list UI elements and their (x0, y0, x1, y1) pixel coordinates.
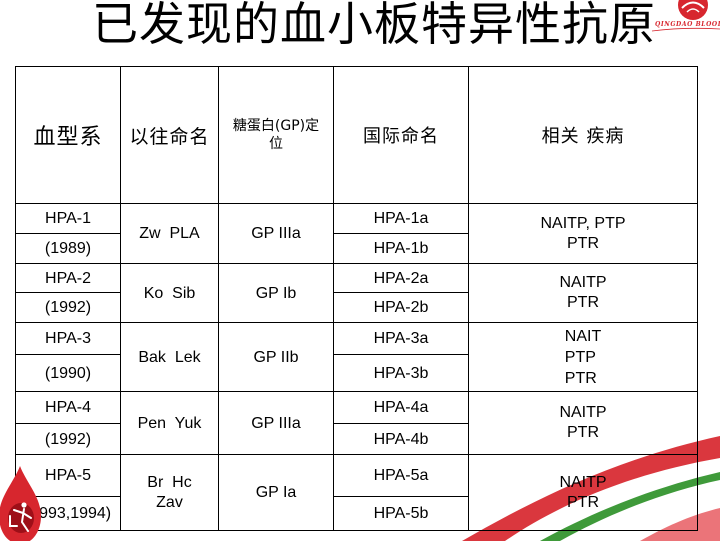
international-name-cell: HPA-1b (333, 233, 469, 264)
disease-line: PTR (567, 294, 599, 311)
disease-line: PTR (567, 424, 599, 441)
antigen-table: 血型系 以往命名 糖蛋白(GP)定位 国际命名 相关 疾病 HPA-1 (15, 66, 698, 531)
logo-caption: QINGDAO BLOOD CEN (655, 21, 720, 28)
glycoprotein-cell: GP IIb (218, 322, 334, 392)
former-name-cell: Zw PLA (120, 203, 219, 264)
international-name-cell: HPA-5b (333, 496, 469, 531)
disease-line: NAIT (564, 327, 602, 345)
system-cell: HPA-1 (15, 203, 121, 234)
year-cell: (1989) (15, 233, 121, 264)
blood-drop-logo-icon (0, 466, 41, 541)
international-name-cell: HPA-4b (333, 423, 469, 455)
table-row: HPA-2 Ko Sib GP Ib HPA-2a NAITP PTR (15, 263, 698, 323)
blood-center-emblem-icon (651, 0, 720, 32)
header-row: 血型系 以往命名 糖蛋白(GP)定位 国际命名 相关 疾病 (15, 66, 698, 204)
header-former-name-label: 以往命名 (129, 125, 210, 148)
former-name-cell: Bak Lek (120, 322, 219, 392)
table-body: HPA-1 Zw PLA GP IIIa HPA-1a NAITP, PTP P… (15, 203, 698, 531)
disease-cell: NAITP, PTP PTR (468, 203, 698, 264)
header-disease-label: 相关 疾病 (541, 126, 625, 147)
table-header: 血型系 以往命名 糖蛋白(GP)定位 国际命名 相关 疾病 (15, 66, 698, 204)
international-name-cell: HPA-4a (333, 391, 469, 424)
header-glycoprotein: 糖蛋白(GP)定位 (218, 66, 334, 204)
international-name-cell: HPA-3a (333, 322, 469, 355)
year-cell: (1990) (15, 354, 121, 392)
disease-line: PTR (567, 493, 599, 511)
international-name-cell: HPA-2b (333, 292, 469, 323)
disease-cell: NAIT PTP PTR (468, 322, 698, 392)
header-international-name: 国际命名 (333, 66, 469, 204)
disease-line: NAITP (559, 404, 607, 421)
glycoprotein-cell: GP IIIa (218, 203, 334, 264)
table-row: (1992) HPA-2b (15, 292, 698, 323)
year-cell: (1992) (15, 292, 121, 323)
disease-line: NAITP, PTP (540, 214, 626, 232)
former-name-cell: Ko Sib (120, 263, 219, 323)
year-cell: (1992) (15, 423, 121, 455)
former-name-cell: Pen Yuk (120, 391, 219, 455)
header-system: 血型系 (15, 66, 121, 204)
disease-cell: NAITP PTR (468, 454, 698, 531)
disease-line: PTR (567, 234, 599, 252)
international-name-cell: HPA-1a (333, 203, 469, 234)
table-row: HPA-1 Zw PLA GP IIIa HPA-1a NAITP, PTP P… (15, 203, 698, 264)
disease-cell: NAITP PTR (468, 263, 698, 323)
table-row: (1989) HPA-1b (15, 233, 698, 264)
slide-title: 已发现的血小板特异性抗原 (92, 0, 656, 51)
header-glycoprotein-label: 糖蛋白(GP)定位 (232, 118, 320, 152)
glycoprotein-cell: GP IIIa (218, 391, 334, 455)
glycoprotein-cell: GP Ib (218, 263, 334, 323)
international-name-cell: HPA-5a (333, 454, 469, 497)
disease-line: NAITP (559, 274, 607, 291)
header-international-name-label: 国际命名 (363, 126, 439, 147)
international-name-cell: HPA-3b (333, 354, 469, 392)
disease-list: NAIT PTP PTR (565, 326, 601, 389)
disease-line: PTP (564, 348, 596, 366)
former-name-line: Zav (156, 493, 183, 511)
disease-line: PTR (564, 369, 597, 387)
disease-line: NAITP (559, 473, 607, 491)
header-disease: 相关 疾病 (468, 66, 698, 204)
system-cell: HPA-4 (15, 391, 121, 424)
disease-cell: NAITP PTR (468, 391, 698, 455)
international-name-cell: HPA-2a (333, 263, 469, 293)
system-cell: HPA-2 (15, 263, 121, 293)
table-row: HPA-4 Pen Yuk GP IIIa HPA-4a NAITP PTR (15, 391, 698, 455)
table-row: HPA-3 Bak Lek GP IIb HPA-3a NAIT PTP PTR (15, 322, 698, 392)
glycoprotein-cell: GP Ia (218, 454, 334, 531)
header-former-name: 以往命名 (120, 66, 219, 204)
top-right-logo: QINGDAO BLOOD CEN (640, 0, 720, 34)
header-system-label: 血型系 (33, 125, 103, 150)
former-name-cell: Br Hc Zav (120, 454, 219, 531)
former-name-line: Br Hc (147, 473, 192, 491)
table-row: HPA-5 Br Hc Zav GP Ia HPA-5a NAITP PTR (15, 454, 698, 531)
system-cell: HPA-3 (15, 322, 121, 355)
